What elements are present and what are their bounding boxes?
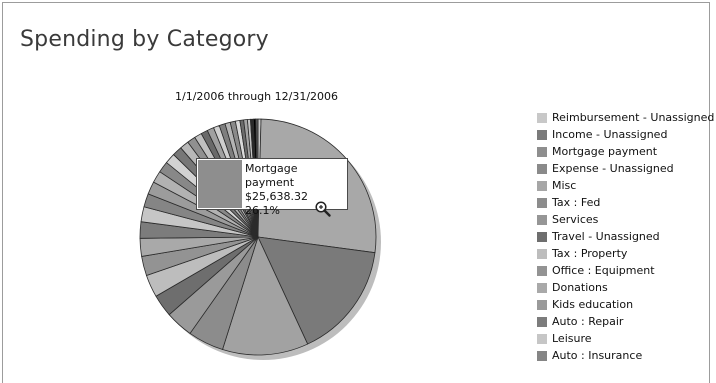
- legend-item: Leisure: [537, 330, 714, 347]
- legend-label: Tax : Fed: [552, 196, 601, 209]
- report-title: Spending by Category: [20, 27, 269, 52]
- legend-swatch: [537, 333, 547, 344]
- tooltip-percent: 26.1%: [245, 204, 280, 217]
- legend-item: Misc: [537, 177, 714, 194]
- legend-label: Auto : Insurance: [552, 349, 643, 362]
- legend-swatch: [537, 146, 547, 157]
- legend-item: Tax : Property: [537, 245, 714, 262]
- legend-label: Income - Unassigned: [552, 128, 668, 141]
- legend-item: Office : Equipment: [537, 262, 714, 279]
- legend-item: Travel - Unassigned: [537, 228, 714, 245]
- legend-label: Auto : Repair: [552, 315, 624, 328]
- tooltip-amount: $25,638.32: [245, 190, 308, 203]
- legend-swatch: [537, 163, 547, 174]
- legend-swatch: [537, 282, 547, 293]
- legend-item: Services: [537, 211, 714, 228]
- tooltip-category: Mortgage payment: [245, 162, 298, 189]
- legend-label: Leisure: [552, 332, 592, 345]
- legend-item: Auto : Repair: [537, 313, 714, 330]
- legend-item: Donations: [537, 279, 714, 296]
- legend-swatch: [537, 231, 547, 242]
- legend-swatch: [537, 350, 547, 361]
- legend-swatch: [537, 112, 547, 123]
- legend-label: Reimbursement - Unassigned: [552, 111, 715, 124]
- legend-label: Services: [552, 213, 599, 226]
- tooltip-swatch: [198, 160, 242, 208]
- legend-item: Auto : Insurance: [537, 347, 714, 364]
- legend-item: Mortgage payment: [537, 143, 714, 160]
- legend-label: Office : Equipment: [552, 264, 655, 277]
- legend-label: Donations: [552, 281, 608, 294]
- legend-swatch: [537, 197, 547, 208]
- legend-swatch: [537, 129, 547, 140]
- legend-label: Tax : Property: [552, 247, 628, 260]
- legend-item: Kids education: [537, 296, 714, 313]
- legend-label: Kids education: [552, 298, 634, 311]
- slice-tooltip: Mortgage payment $25,638.32 26.1%: [196, 158, 348, 217]
- legend-swatch: [537, 180, 547, 191]
- legend-swatch: [537, 316, 547, 327]
- legend-swatch: [537, 214, 547, 225]
- pie-slices[interactable]: [139, 118, 377, 356]
- pie-slice[interactable]: [257, 236, 376, 345]
- magnifier-icon: [315, 201, 331, 217]
- legend-item: Expense - Unassigned: [537, 160, 714, 177]
- pie-slice[interactable]: [222, 236, 309, 356]
- legend-item: Reimbursement - Unassigned: [537, 109, 714, 126]
- legend-swatch: [537, 265, 547, 276]
- legend-swatch: [537, 248, 547, 259]
- legend-item: Income - Unassigned: [537, 126, 714, 143]
- legend-swatch: [537, 299, 547, 310]
- legend-item: Tax : Fed: [537, 194, 714, 211]
- chart-legend: Reimbursement - Unassigned Income - Unass…: [537, 109, 714, 364]
- legend-label: Mortgage payment: [552, 145, 658, 158]
- legend-label: Expense - Unassigned: [552, 162, 674, 175]
- legend-label: Travel - Unassigned: [552, 230, 660, 243]
- date-range-label: 1/1/2006 through 12/31/2006: [175, 90, 339, 103]
- legend-label: Misc: [552, 179, 577, 192]
